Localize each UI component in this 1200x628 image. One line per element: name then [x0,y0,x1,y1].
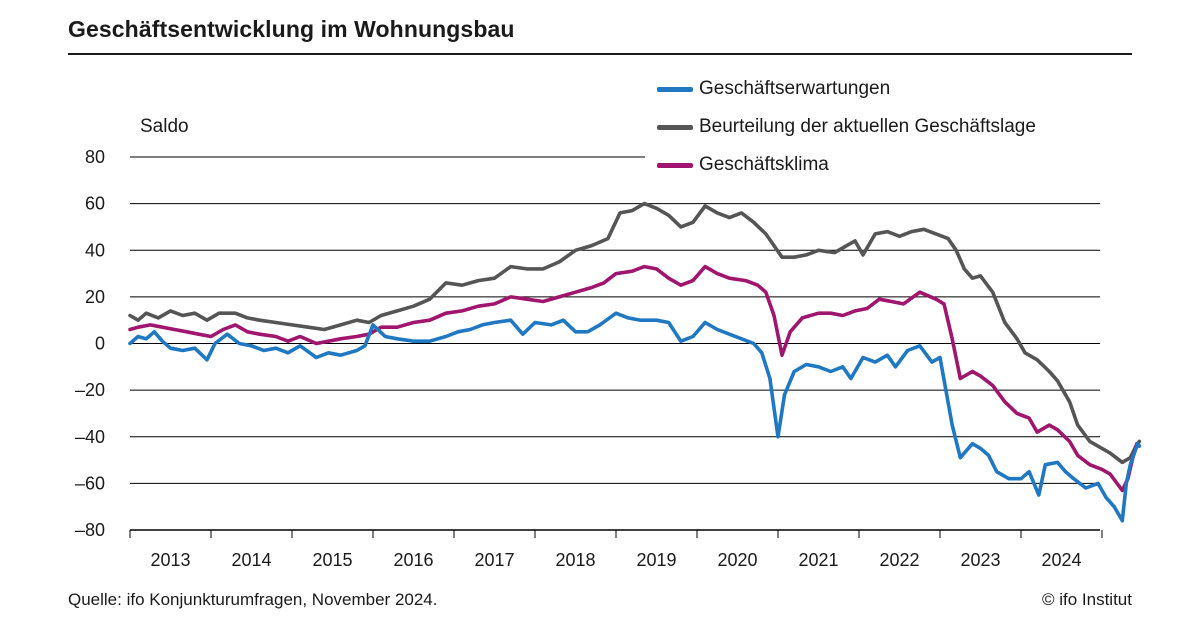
x-tick-label: 2017 [474,550,514,570]
y-tick-label: –40 [75,427,105,447]
legend-label-klima: Geschäftsklima [699,154,829,175]
series-line-1 [128,201,1142,465]
x-tick-label: 2014 [231,550,271,570]
legend-swatch-erwartungen [657,86,693,92]
y-tick-label: 40 [85,240,105,260]
legend-label-erwartungen: Geschäftserwartungen [699,78,891,99]
x-tick-label: 2018 [555,550,595,570]
x-tick-label: 2015 [312,550,352,570]
legend-item-lage: Beurteilung der aktuellen Geschäftslage [657,108,1036,146]
x-tick-label: 2021 [798,550,838,570]
series-line-2 [128,264,1142,493]
x-tick-label: 2013 [150,550,190,570]
y-tick-label: –60 [75,473,105,493]
y-tick-label: 60 [85,194,105,214]
x-tick-label: 2016 [393,550,433,570]
y-axis-label: Saldo [140,116,189,137]
y-tick-label: –80 [75,520,105,540]
x-tick-label: 2019 [636,550,676,570]
chart-title: Geschäftsentwicklung im Wohnungsbau [68,16,515,42]
y-tick-label: 0 [95,334,105,354]
x-tick-label: 2022 [879,550,919,570]
y-tick-label: 80 [85,147,105,167]
legend: Geschäftserwartungen Beurteilung der akt… [657,70,1036,184]
x-tick-label: 2024 [1041,550,1081,570]
x-tick-label: 2023 [960,550,1000,570]
series-line-0 [128,311,1142,523]
title-rule [68,53,1132,55]
y-tick-label: –20 [75,380,105,400]
copyright-note: © ifo Institut [1041,590,1132,609]
legend-item-erwartungen: Geschäftserwartungen [657,70,1036,108]
y-tick-label: 20 [85,287,105,307]
source-note: Quelle: ifo Konjunkturumfragen, November… [68,590,438,609]
legend-swatch-klima [657,162,693,168]
legend-swatch-lage [657,124,693,130]
legend-item-klima: Geschäftsklima [657,146,1036,184]
x-tick-label: 2020 [717,550,757,570]
legend-label-lage: Beurteilung der aktuellen Geschäftslage [699,116,1036,137]
